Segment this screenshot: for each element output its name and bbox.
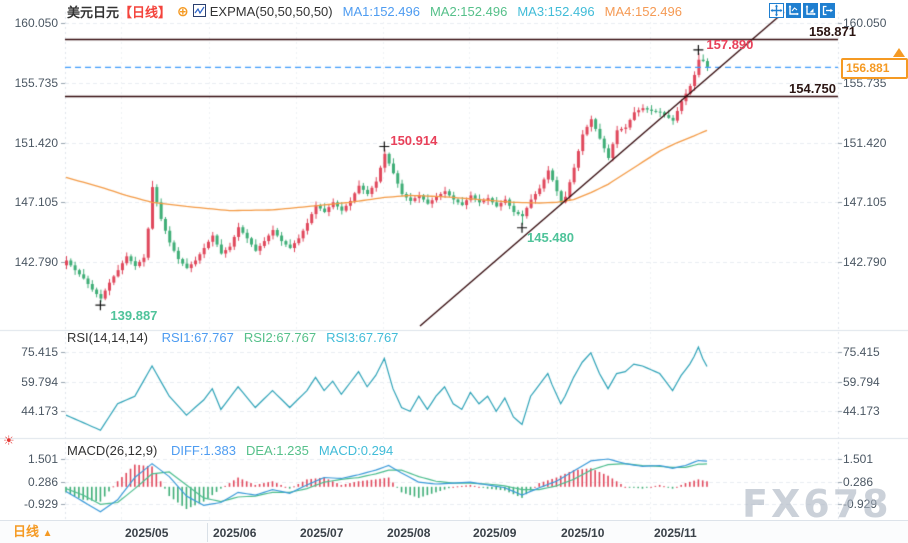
- exit-icon[interactable]: [820, 3, 835, 18]
- price-annotation: 157.890: [706, 36, 754, 52]
- macd-axis-label: 1.501: [843, 452, 874, 466]
- rsi-legend-item: RSI2:67.767: [243, 330, 317, 345]
- tab-arrow-icon: ▲: [42, 528, 53, 539]
- macd-axis-label: 0.286: [843, 474, 874, 489]
- rsi-legend-item: RSI1:67.767: [161, 330, 234, 345]
- rsi-axis-label: 59.794: [843, 374, 880, 389]
- macd-axis-label: 1.501: [27, 452, 58, 466]
- period-tag: 【日线】: [119, 5, 172, 20]
- main-chart-header: 美元日元 【日线】 ⊕ EXPMA(50,50,50,50) MA1:152.4…: [67, 2, 682, 21]
- x-axis-label: 2025/06: [213, 526, 257, 540]
- macd-legend-item: DEA:1.235: [245, 443, 309, 458]
- macd-legend: DIFF:1.383 DEA:1.235 MACD:0.294: [161, 443, 393, 458]
- rsi-axis-label: 59.794: [21, 374, 58, 389]
- price-up-arrow-icon: [893, 47, 905, 57]
- ma-legend-item: MA2:152.496: [429, 4, 508, 19]
- rsi-label: RSI(14,14,14): [67, 330, 148, 345]
- macd-axis-label: -0.929: [23, 497, 58, 511]
- price-axis-label: 160.050: [14, 16, 58, 30]
- x-axis-label: 2025/10: [561, 526, 605, 540]
- price-axis-label: 147.105: [14, 195, 58, 210]
- macd-legend-item: MACD:0.294: [318, 443, 394, 458]
- x-axis-bar: 日线 ▲ 2025/05 2025/06 2025/07 2025/08 2025/09…: [0, 520, 908, 543]
- price-axis-label: 160.050: [843, 16, 887, 30]
- price-axis-label: 155.735: [14, 75, 58, 90]
- macd-axis-label: 0.286: [27, 474, 58, 489]
- watermark: FX678: [742, 482, 892, 526]
- timeframe-tab[interactable]: 日线 ▲: [0, 521, 53, 543]
- add-indicator-icon[interactable]: ⊕: [177, 3, 189, 19]
- price-axis-label: 151.420: [843, 135, 887, 150]
- x-axis-label: 2025/08: [387, 526, 431, 540]
- rsi-axis-label: 75.415: [21, 345, 58, 359]
- ma-legend-item: MA1:152.496: [342, 4, 420, 19]
- rsi-axis-label: 75.415: [843, 345, 880, 359]
- ma-legend-item: MA3:152.496: [517, 4, 595, 19]
- current-price-tag: 156.881: [841, 57, 908, 79]
- x-axis-label: 2025/11: [654, 526, 697, 540]
- indicator-chart-icon: [192, 3, 206, 20]
- price-axis-label: 151.420: [14, 135, 58, 150]
- price-annotation: 150.914: [390, 132, 438, 148]
- macd-axis-label: -0.929: [843, 497, 878, 511]
- settings-sun-icon[interactable]: ☀: [3, 433, 15, 448]
- rsi-header: RSI(14,14,14) RSI1:67.767 RSI2:67.767 RSI3…: [67, 330, 398, 345]
- macd-label: MACD(26,12,9): [67, 443, 158, 458]
- x-axis-label: 2025/05: [125, 526, 169, 540]
- x-axis-label: 2025/07: [300, 526, 344, 540]
- macd-legend-item: DIFF:1.383: [170, 443, 236, 458]
- price-axis-label: 142.790: [14, 255, 58, 269]
- rsi-legend-item: RSI3:67.767: [326, 330, 399, 345]
- rsi-axis-label: 44.173: [843, 404, 880, 418]
- ma-legend-item: MA4:152.496: [604, 4, 682, 19]
- price-axis-label: 142.790: [843, 255, 887, 269]
- ma-legend: MA1:152.496 MA2:152.496 MA3:152.496 MA4:152…: [333, 4, 682, 19]
- rsi-axis-label: 44.173: [21, 404, 58, 418]
- scale-y-icon[interactable]: [803, 3, 818, 18]
- timeframe-tab-label: 日线: [13, 524, 40, 539]
- price-annotation: 139.887: [110, 308, 158, 324]
- rsi-legend: RSI1:67.767 RSI2:67.767 RSI3:67.767: [152, 330, 399, 345]
- chart-toolbar: [769, 3, 835, 18]
- hline-label: 158.871: [809, 24, 856, 40]
- price-axis-label: 155.735: [843, 75, 887, 90]
- price-annotation: 145.480: [527, 229, 574, 245]
- scale-x-icon[interactable]: [786, 3, 801, 18]
- price-axis-label: 147.105: [843, 195, 887, 210]
- move-icon[interactable]: [769, 3, 784, 18]
- indicator-label: EXPMA(50,50,50,50): [209, 4, 333, 19]
- symbol-title: 美元日元: [67, 5, 120, 20]
- x-axis-label: 2025/09: [473, 526, 517, 540]
- tab-separator: [207, 523, 208, 542]
- hline-label: 154.750: [789, 81, 836, 97]
- macd-header: MACD(26,12,9) DIFF:1.383 DEA:1.235 MACD:0.…: [67, 443, 393, 458]
